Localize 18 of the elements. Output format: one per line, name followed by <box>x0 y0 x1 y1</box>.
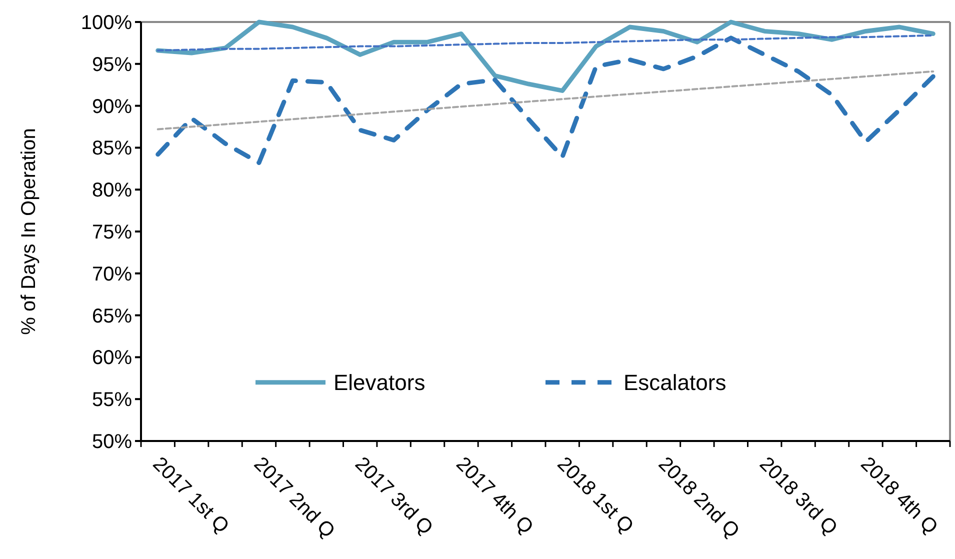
legend-label: Escalators <box>624 370 726 396</box>
y-tick-label: 60% <box>92 347 132 370</box>
y-tick-label: 100% <box>80 12 132 34</box>
y-tick-label: 75% <box>92 222 132 244</box>
legend-label: Elevators <box>334 370 426 396</box>
line-series <box>156 70 934 130</box>
y-tick-label: 95% <box>92 54 132 76</box>
y-tick-label: 85% <box>92 138 132 160</box>
line-series <box>156 20 936 93</box>
y-tick-label: 55% <box>92 389 132 412</box>
line-series <box>156 36 936 166</box>
y-tick-label: 80% <box>92 180 132 202</box>
y-tick-label: 70% <box>92 263 132 286</box>
y-tick-label: 50% <box>92 431 132 453</box>
y-tick-label: 90% <box>92 96 132 118</box>
line-series <box>156 34 934 52</box>
y-axis-title: % of Days In Operation <box>18 128 40 335</box>
y-tick-label: 65% <box>92 305 132 328</box>
